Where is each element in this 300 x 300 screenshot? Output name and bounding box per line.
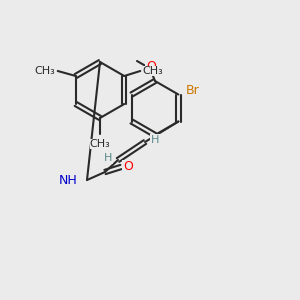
Text: O: O [123, 160, 133, 173]
Text: CH₃: CH₃ [142, 66, 163, 76]
Text: Br: Br [185, 84, 199, 97]
Text: CH₃: CH₃ [90, 139, 110, 149]
Text: H: H [104, 153, 112, 163]
Text: NH: NH [58, 175, 77, 188]
Text: CH₃: CH₃ [34, 66, 55, 76]
Text: H: H [151, 135, 159, 145]
Text: O: O [146, 61, 156, 74]
